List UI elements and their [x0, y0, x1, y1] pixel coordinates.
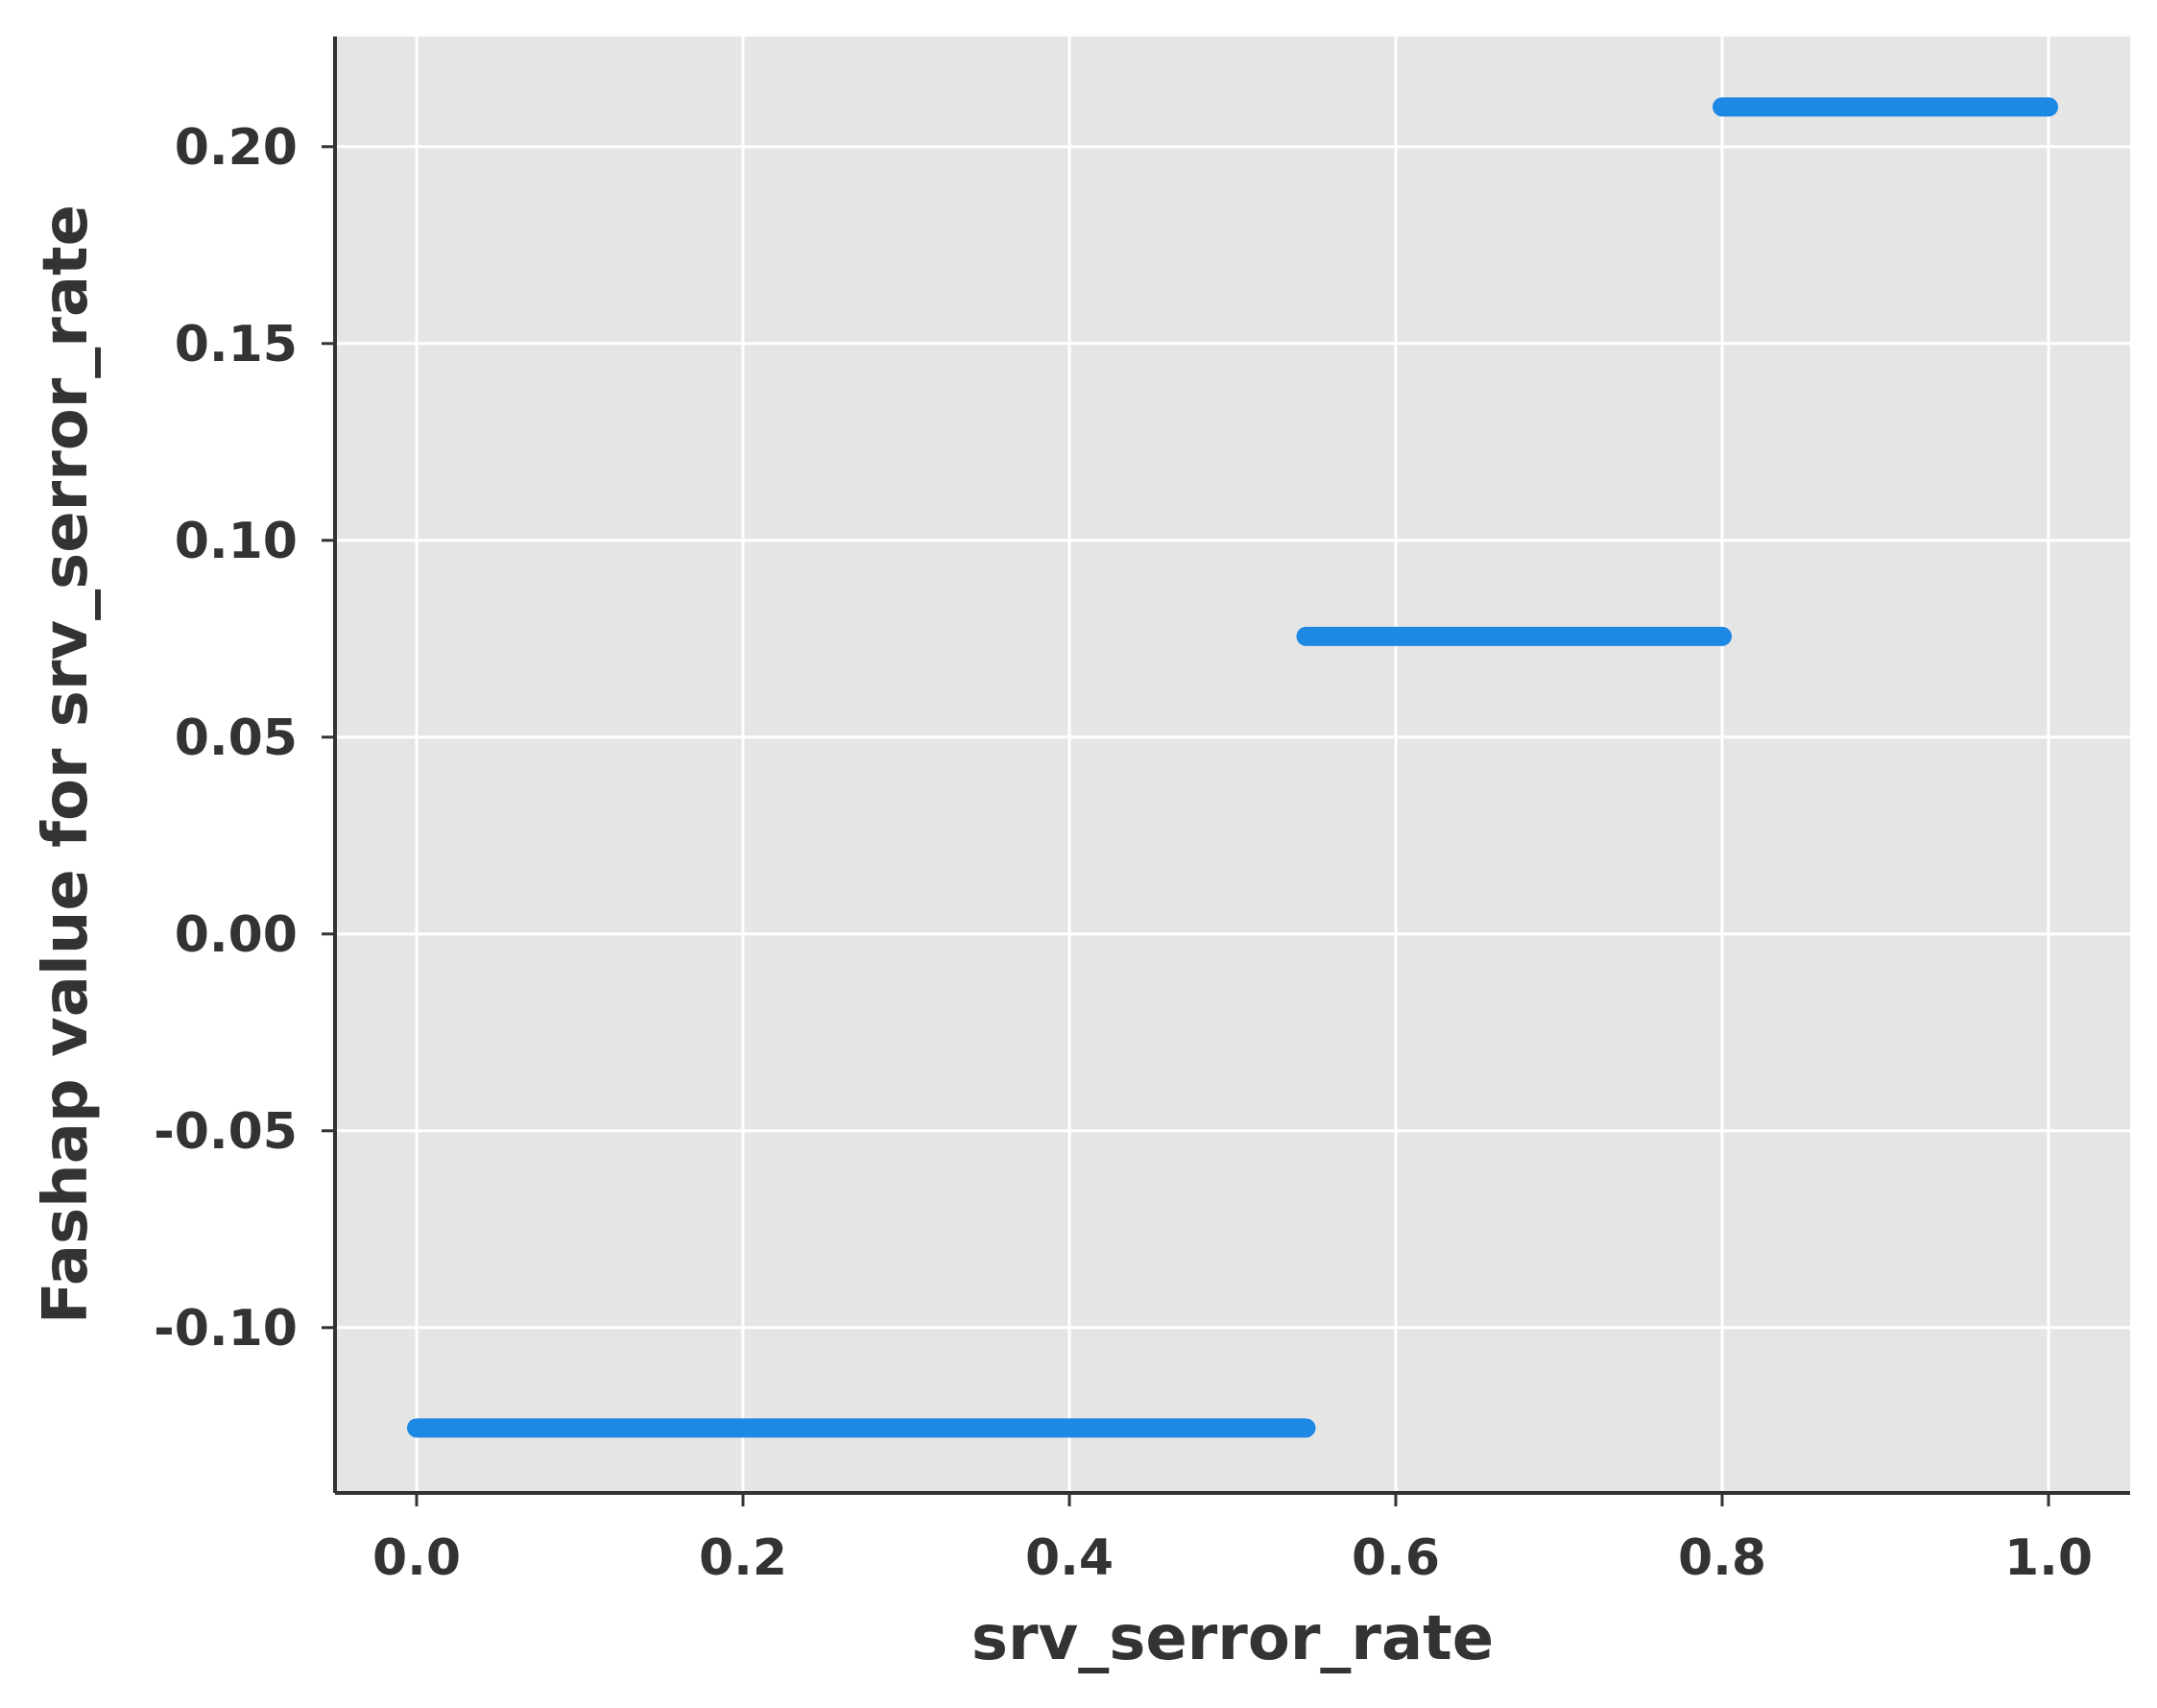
- x-tick-label: 0.2: [699, 1529, 787, 1587]
- data-points: [407, 97, 2058, 1438]
- x-tick-label: 1.0: [2004, 1529, 2093, 1587]
- x-axis-label: srv_serror_rate: [971, 1603, 1494, 1674]
- y-tick-label: 0.10: [175, 513, 298, 570]
- x-tick-label: 0.0: [372, 1529, 461, 1587]
- x-tick-label: 0.4: [1025, 1529, 1114, 1587]
- y-axis-label: Fashap value for srv_serror_rate: [31, 204, 102, 1324]
- plot-background: [335, 36, 2130, 1493]
- y-tick-label: 0.20: [175, 119, 298, 177]
- x-tick-label: 0.6: [1352, 1529, 1440, 1587]
- x-axis-ticks: 0.0 0.2 0.4 0.6 0.8 1.0: [372, 1493, 2093, 1587]
- y-tick-label: -0.05: [154, 1103, 298, 1161]
- x-tick-label: 0.8: [1678, 1529, 1766, 1587]
- y-tick-label: 0.05: [175, 710, 298, 767]
- y-axis-ticks: -0.10 -0.05 0.00 0.05 0.10 0.15 0.20: [154, 119, 335, 1358]
- y-tick-label: 0.00: [175, 906, 298, 964]
- y-tick-label: -0.10: [154, 1300, 298, 1358]
- grid-lines: [335, 36, 2130, 1493]
- y-tick-label: 0.15: [175, 316, 298, 373]
